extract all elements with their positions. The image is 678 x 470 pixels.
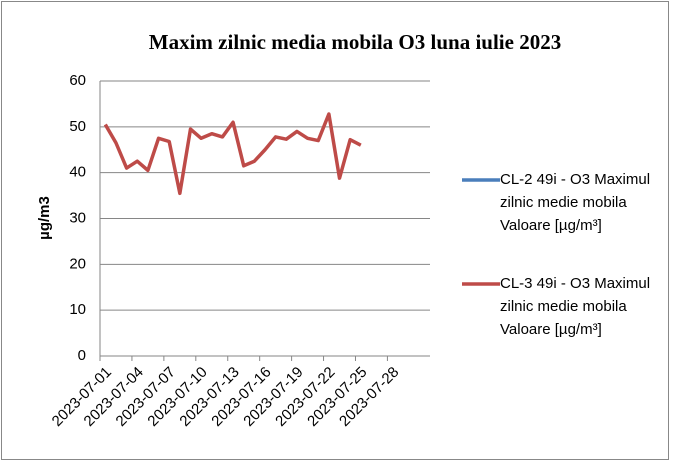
y-tick-label: 40 — [69, 164, 86, 181]
series-line — [103, 112, 362, 196]
y-tick-label: 60 — [69, 72, 86, 89]
y-axis-label: µg/m3 — [36, 196, 53, 240]
y-tick-label: 50 — [69, 118, 86, 135]
chart-border — [1, 1, 669, 460]
legend-label: CL-2 49i - O3 Maximul zilnic medie mobil… — [500, 171, 651, 234]
chart-title: Maxim zilnic media mobila O3 luna iulie … — [149, 30, 561, 54]
legend-label: CL-3 49i - O3 Maximul zilnic medie mobil… — [500, 275, 651, 338]
y-tick-label: 30 — [69, 209, 86, 226]
y-tick-label: 0 — [78, 347, 86, 364]
y-tick-label: 10 — [69, 301, 86, 318]
y-tick-label: 20 — [69, 255, 86, 272]
